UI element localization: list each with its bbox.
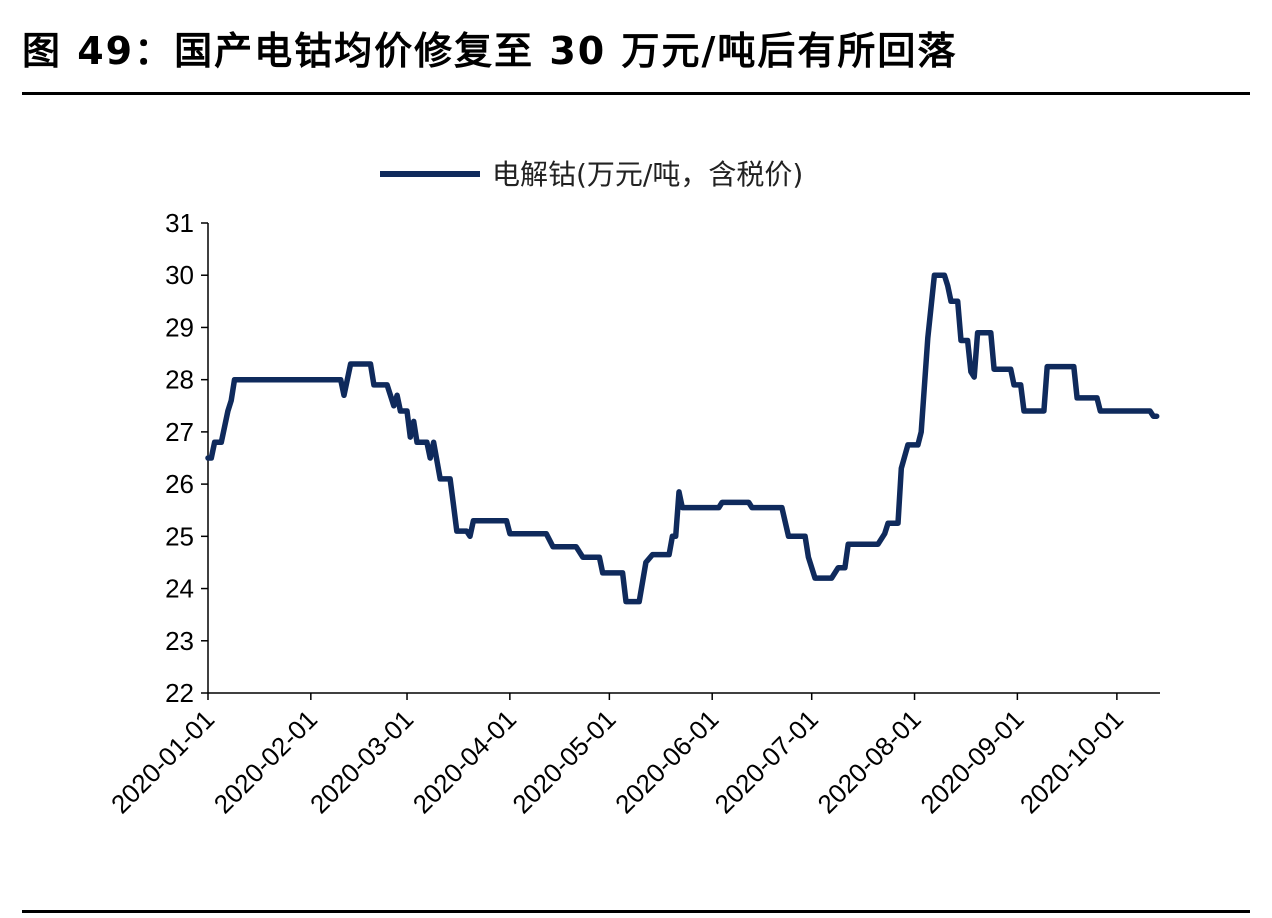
x-tick-label: 2020-07-01 — [709, 704, 824, 819]
series-line-cobalt-price — [205, 272, 1160, 605]
plot-area — [205, 272, 1160, 605]
bottom-rule — [22, 910, 1250, 913]
x-tick-label: 2020-08-01 — [812, 704, 927, 819]
figure-title: 图 49：国产电钴均价修复至 30 万元/吨后有所回落 — [22, 29, 958, 73]
x-tick-label: 2020-02-01 — [208, 704, 323, 819]
y-tick-label: 28 — [165, 365, 194, 395]
y-tick-label: 24 — [165, 574, 194, 604]
y-tick-label: 27 — [165, 417, 194, 447]
x-tick-label: 2020-01-01 — [105, 704, 220, 819]
legend-label: 电解钴(万元/吨，含税价) — [492, 158, 803, 191]
y-tick-label: 23 — [165, 626, 194, 656]
x-tick-label: 2020-10-01 — [1014, 704, 1129, 819]
y-tick-label: 22 — [165, 678, 194, 708]
y-tick-label: 31 — [165, 208, 194, 238]
x-tick-label: 2020-03-01 — [304, 704, 419, 819]
y-tick-label: 29 — [165, 312, 194, 342]
y-tick-label: 30 — [165, 260, 194, 290]
chart-legend: 电解钴(万元/吨，含税价) — [380, 158, 803, 191]
y-tick-label: 25 — [165, 521, 194, 551]
y-axis: 22 23 24 25 26 27 28 29 30 31 — [165, 208, 209, 708]
x-tick-label: 2020-09-01 — [914, 704, 1029, 819]
x-axis: 2020-01-012020-02-012020-03-012020-04-01… — [105, 692, 1160, 819]
x-tick-label: 2020-06-01 — [609, 704, 724, 819]
x-tick-label: 2020-04-01 — [407, 704, 522, 819]
top-rule — [22, 92, 1250, 95]
x-tick-label: 2020-05-01 — [506, 704, 621, 819]
y-tick-label: 26 — [165, 469, 194, 499]
